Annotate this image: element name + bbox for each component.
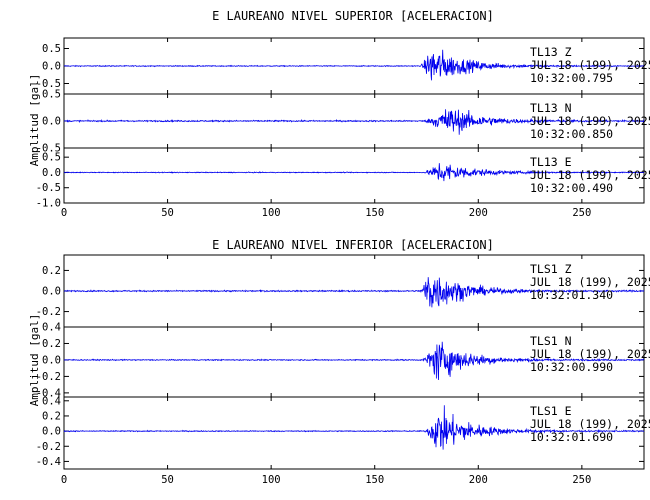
y-tick-label: 0.5 [42, 43, 61, 55]
y-tick-label: -0.2 [36, 371, 61, 383]
waveform-trace [63, 109, 645, 135]
panel-frame [63, 396, 645, 470]
y-tick-label: -0.5 [36, 182, 61, 194]
station-label: TLS1 E [530, 404, 572, 418]
y-tick-label: 0.0 [42, 286, 61, 298]
x-tick-label: 50 [161, 474, 174, 486]
panel-frame [63, 147, 645, 204]
x-tick-label: 200 [469, 207, 488, 219]
y-tick-label: -0.2 [36, 306, 61, 318]
waveform-trace [63, 277, 645, 308]
date-label: JUL 18 (199), 2025 [530, 114, 650, 128]
station-label: TLS1 Z [530, 262, 572, 276]
date-label: JUL 18 (199), 2025 [530, 58, 650, 72]
x-tick-label: 250 [572, 474, 591, 486]
y-tick-label: -1.0 [36, 198, 61, 210]
time-label: 10:32:00.850 [530, 127, 613, 141]
x-tick-label: 0 [61, 207, 67, 219]
date-label: JUL 18 (199), 2025 [530, 275, 650, 289]
station-label: TL13 E [530, 155, 572, 169]
x-tick-label: 100 [262, 474, 281, 486]
y-axis-label-superior: Amplitud [gal] [28, 74, 41, 167]
y-tick-label: 0.0 [42, 354, 61, 366]
waveform-trace [63, 49, 645, 81]
y-tick-label: 0.0 [42, 426, 61, 438]
y-tick-label: -0.2 [36, 441, 61, 453]
waveform-trace [63, 163, 645, 182]
waveform-trace [63, 341, 645, 381]
y-tick-label: -0.5 [36, 78, 61, 90]
time-label: 10:32:00.990 [530, 360, 613, 374]
time-label: 10:32:01.690 [530, 430, 613, 444]
y-tick-label: 0.5 [42, 152, 61, 164]
x-tick-label: 150 [365, 207, 384, 219]
y-tick-label: 0.4 [42, 322, 61, 334]
y-tick-label: 0.4 [42, 395, 61, 407]
y-tick-label: 0.2 [42, 265, 61, 277]
y-axis-label-inferior: Amplitud [gal] [28, 314, 41, 407]
station-label: TL13 N [530, 101, 572, 115]
station-label: TLS1 N [530, 334, 572, 348]
chart-title-superior: E LAUREANO NIVEL SUPERIOR [ACELERACION] [212, 9, 494, 23]
x-tick-label: 0 [61, 474, 67, 486]
chart-title-inferior: E LAUREANO NIVEL INFERIOR [ACELERACION] [212, 238, 494, 252]
date-label: JUL 18 (199), 2025 [530, 168, 650, 182]
x-tick-label: 250 [572, 207, 591, 219]
y-tick-label: 0.0 [42, 167, 61, 179]
y-tick-label: -0.4 [36, 387, 61, 399]
y-tick-label: 0.2 [42, 410, 61, 422]
time-label: 10:32:00.795 [530, 71, 613, 85]
x-tick-label: 200 [469, 474, 488, 486]
station-label: TL13 Z [530, 45, 572, 59]
y-tick-label: 0.2 [42, 338, 61, 350]
y-tick-label: 0.0 [42, 116, 61, 128]
x-tick-label: 150 [365, 474, 384, 486]
y-tick-label: -0.4 [36, 456, 61, 468]
time-label: 10:32:00.490 [530, 181, 613, 195]
y-tick-label: 0.0 [42, 61, 61, 73]
y-tick-label: 0.5 [42, 89, 61, 101]
waveform-trace [63, 405, 645, 450]
x-tick-label: 50 [161, 207, 174, 219]
date-label: JUL 18 (199), 2025 [530, 417, 650, 431]
time-label: 10:32:01.340 [530, 288, 613, 302]
y-tick-label: -0.5 [36, 143, 61, 155]
x-tick-label: 100 [262, 207, 281, 219]
date-label: JUL 18 (199), 2025 [530, 347, 650, 361]
